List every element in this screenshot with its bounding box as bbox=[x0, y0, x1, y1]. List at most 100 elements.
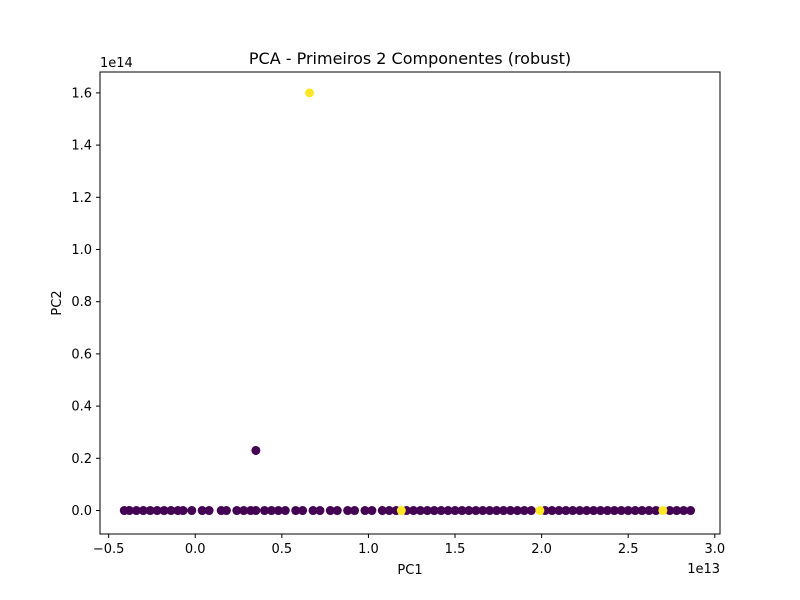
plot-points bbox=[119, 88, 696, 516]
y-tick-label: 1.4 bbox=[71, 139, 92, 154]
scatter-point bbox=[471, 506, 481, 516]
scatter-point bbox=[396, 506, 406, 516]
scatter-point bbox=[672, 506, 682, 516]
scatter-point bbox=[464, 506, 474, 516]
y-axis-ticks: 0.0 0.2 0.4 0.6 0.8 1.0 1.2 1.4 1.6 bbox=[71, 86, 100, 519]
scatter-point bbox=[526, 506, 536, 516]
y-tick-label: 1.2 bbox=[71, 191, 92, 206]
scatter-point bbox=[429, 506, 439, 516]
y-offset-label: 1e14 bbox=[100, 56, 133, 71]
scatter-point bbox=[679, 506, 689, 516]
scatter-point bbox=[197, 506, 207, 516]
scatter-point bbox=[232, 506, 242, 516]
scatter-point bbox=[554, 506, 564, 516]
scatter-point bbox=[138, 506, 148, 516]
scatter-point bbox=[408, 506, 418, 516]
scatter-point bbox=[478, 506, 488, 516]
scatter-point bbox=[260, 506, 270, 516]
y-axis-label: PC2 bbox=[50, 290, 65, 315]
scatter-point bbox=[266, 506, 276, 516]
scatter-point bbox=[665, 506, 675, 516]
x-tick-label: 2.0 bbox=[531, 542, 552, 557]
scatter-point bbox=[602, 506, 612, 516]
scatter-point bbox=[273, 506, 283, 516]
scatter-point bbox=[325, 506, 335, 516]
x-tick-label: 1.5 bbox=[445, 542, 466, 557]
scatter-point bbox=[596, 506, 605, 516]
scatter-point bbox=[360, 506, 370, 516]
x-tick-label: 0.0 bbox=[185, 542, 206, 557]
scatter-point bbox=[178, 506, 188, 516]
scatter-point bbox=[377, 506, 387, 516]
scatter-point bbox=[343, 506, 353, 516]
scatter-point bbox=[239, 506, 249, 516]
scatter-point bbox=[384, 506, 394, 516]
scatter-point bbox=[280, 506, 290, 516]
scatter-point bbox=[637, 506, 647, 516]
scatter-point bbox=[512, 506, 522, 516]
x-offset-label: 1e13 bbox=[687, 562, 720, 577]
scatter-point bbox=[609, 506, 619, 516]
scatter-point bbox=[535, 506, 545, 516]
scatter-point bbox=[145, 506, 155, 516]
scatter-point bbox=[616, 506, 626, 516]
scatter-point bbox=[519, 506, 529, 516]
scatter-point bbox=[575, 506, 585, 516]
scatter-point bbox=[505, 506, 515, 516]
scatter-point bbox=[367, 506, 377, 516]
scatter-point bbox=[492, 506, 502, 516]
y-tick-label: 0.4 bbox=[71, 400, 92, 415]
x-tick-label: 1.0 bbox=[358, 542, 379, 557]
scatter-point bbox=[630, 506, 640, 516]
scatter-point bbox=[436, 506, 446, 516]
x-axis-ticks: −0.5 0.0 0.5 1.0 1.5 2.0 2.5 3.0 bbox=[93, 534, 725, 557]
y-tick-label: 0.8 bbox=[71, 295, 92, 310]
scatter-point bbox=[443, 506, 453, 516]
scatter-point bbox=[315, 506, 325, 516]
plot-frame bbox=[99, 71, 721, 535]
scatter-point bbox=[644, 506, 654, 516]
scatter-point bbox=[623, 506, 633, 516]
scatter-point bbox=[582, 506, 592, 516]
scatter-point bbox=[415, 506, 425, 516]
scatter-point bbox=[152, 506, 162, 516]
x-axis-label: PC1 bbox=[397, 563, 422, 578]
scatter-point bbox=[251, 506, 261, 516]
x-tick-label: −0.5 bbox=[93, 542, 125, 557]
scatter-point bbox=[651, 506, 661, 516]
y-tick-label: 1.0 bbox=[71, 243, 92, 258]
x-tick-label: 3.0 bbox=[704, 542, 725, 557]
scatter-point bbox=[568, 506, 578, 516]
scatter-point bbox=[547, 506, 557, 516]
scatter-point bbox=[485, 506, 495, 516]
scatter-point bbox=[350, 506, 360, 516]
scatter-point bbox=[298, 506, 308, 516]
y-tick-label: 0.2 bbox=[71, 452, 92, 467]
scatter-point bbox=[124, 506, 134, 516]
scatter-point bbox=[686, 506, 696, 516]
scatter-point bbox=[658, 506, 668, 516]
scatter-point bbox=[450, 506, 460, 516]
scatter-point bbox=[305, 88, 315, 98]
x-tick-label: 2.5 bbox=[618, 542, 639, 557]
scatter-point bbox=[561, 506, 571, 516]
y-tick-label: 0.0 bbox=[71, 504, 92, 519]
scatter-point bbox=[589, 506, 599, 516]
scatter-point bbox=[291, 506, 301, 516]
x-tick-label: 0.5 bbox=[271, 542, 292, 557]
scatter-point bbox=[332, 506, 342, 516]
scatter-point bbox=[131, 506, 141, 516]
scatter-point bbox=[221, 506, 231, 516]
y-tick-label: 0.6 bbox=[71, 347, 92, 362]
scatter-point bbox=[159, 506, 169, 516]
scatter-point bbox=[422, 506, 432, 516]
scatter-point bbox=[166, 506, 176, 516]
chart-title: PCA - Primeiros 2 Componentes (robust) bbox=[249, 49, 571, 68]
scatter-point bbox=[457, 506, 467, 516]
scatter-point bbox=[308, 506, 318, 516]
scatter-point bbox=[251, 445, 261, 455]
scatter-point bbox=[499, 506, 509, 516]
y-tick-label: 1.6 bbox=[71, 86, 92, 101]
scatter-point bbox=[204, 506, 214, 516]
